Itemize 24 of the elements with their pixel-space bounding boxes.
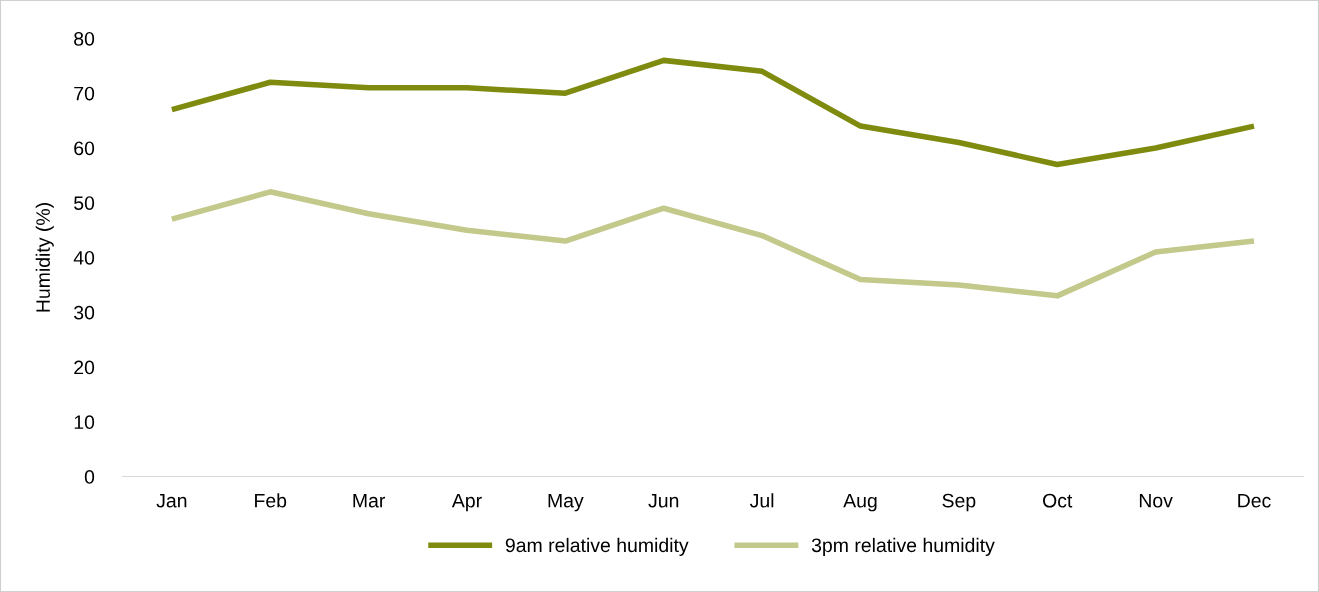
y-tick-label: 80 xyxy=(74,31,95,46)
x-tick-label: Dec xyxy=(1238,493,1271,508)
x-tick-label: Jul xyxy=(749,493,774,508)
y-tick-label: 20 xyxy=(74,360,95,375)
y-tick-label: 0 xyxy=(84,470,95,484)
y-axis-title: Humidity (%) xyxy=(35,203,54,312)
y-tick-label: 50 xyxy=(74,196,95,210)
y-tick-label: 70 xyxy=(74,86,95,101)
y-tick-label: 30 xyxy=(74,305,95,320)
x-tick-label: Feb xyxy=(255,493,287,508)
x-tick-label: Jan xyxy=(156,493,187,508)
y-tick-label: 60 xyxy=(74,141,95,156)
x-tick-label: Mar xyxy=(353,493,386,508)
y-tick-label: 10 xyxy=(74,415,95,430)
x-tick-label: Jun xyxy=(648,493,679,508)
x-tick-label: Oct xyxy=(1043,493,1073,508)
y-tick-label: 40 xyxy=(73,250,95,265)
legend-label: 9am relative humidity xyxy=(505,537,689,556)
x-tick-label: Nov xyxy=(1139,493,1173,508)
x-tick-label: Sep xyxy=(942,493,976,512)
legend-label: 3pm relative humidity xyxy=(811,537,995,556)
x-tick-label: May xyxy=(548,493,584,512)
x-tick-label: Apr xyxy=(451,493,482,512)
x-tick-label: Aug xyxy=(843,493,877,512)
